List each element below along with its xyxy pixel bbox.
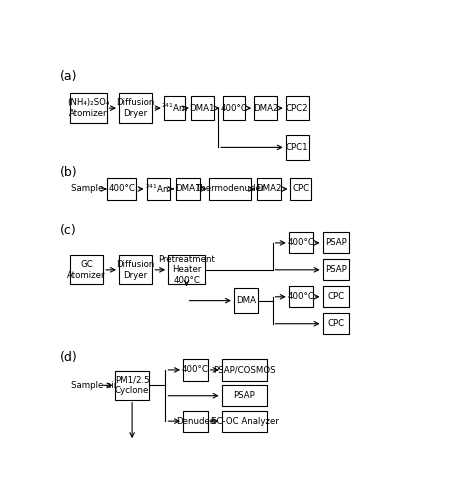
Text: Pretreatment
Heater
400°C: Pretreatment Heater 400°C <box>158 255 215 284</box>
Text: PSAP: PSAP <box>325 238 347 248</box>
Text: CPC: CPC <box>327 319 344 328</box>
Text: Sample air: Sample air <box>71 381 117 390</box>
FancyBboxPatch shape <box>289 286 313 308</box>
Text: 400°C: 400°C <box>182 366 209 374</box>
FancyBboxPatch shape <box>323 232 349 254</box>
FancyBboxPatch shape <box>106 178 136 200</box>
FancyBboxPatch shape <box>146 178 170 200</box>
FancyBboxPatch shape <box>323 259 349 280</box>
FancyBboxPatch shape <box>286 96 308 120</box>
Text: (c): (c) <box>60 224 77 236</box>
Text: 400°C: 400°C <box>287 292 314 302</box>
Text: CPC2: CPC2 <box>286 104 308 112</box>
Text: CPC1: CPC1 <box>286 143 308 152</box>
FancyBboxPatch shape <box>286 136 308 160</box>
Text: Diffusion
Dryer: Diffusion Dryer <box>116 260 155 280</box>
Text: DMA: DMA <box>236 296 256 305</box>
Text: Thermodenuder: Thermodenuder <box>196 184 265 194</box>
FancyBboxPatch shape <box>209 178 251 200</box>
Text: Diffusion
Dryer: Diffusion Dryer <box>116 98 155 118</box>
Text: CPC: CPC <box>292 184 309 194</box>
Text: 400°C: 400°C <box>108 184 135 194</box>
FancyBboxPatch shape <box>176 178 200 200</box>
Text: PSAP/COSMOS: PSAP/COSMOS <box>213 366 276 374</box>
FancyBboxPatch shape <box>222 410 267 432</box>
FancyBboxPatch shape <box>116 371 149 400</box>
Text: Sample air: Sample air <box>71 184 117 194</box>
FancyBboxPatch shape <box>119 256 152 284</box>
FancyBboxPatch shape <box>164 96 185 120</box>
FancyBboxPatch shape <box>168 256 205 284</box>
Text: DMA2: DMA2 <box>256 184 282 194</box>
FancyBboxPatch shape <box>290 178 311 200</box>
FancyBboxPatch shape <box>257 178 281 200</box>
Text: DMA1: DMA1 <box>175 184 201 194</box>
FancyBboxPatch shape <box>234 288 259 313</box>
FancyBboxPatch shape <box>254 96 277 120</box>
Text: (d): (d) <box>60 350 78 364</box>
Text: 400°C: 400°C <box>221 104 247 112</box>
FancyBboxPatch shape <box>289 232 313 254</box>
FancyBboxPatch shape <box>222 96 246 120</box>
Text: DMA2: DMA2 <box>253 104 278 112</box>
FancyBboxPatch shape <box>119 93 152 123</box>
Text: PSAP: PSAP <box>325 266 347 274</box>
Text: $^{241}$Am: $^{241}$Am <box>160 102 188 115</box>
Text: EC-OC Analyzer: EC-OC Analyzer <box>211 416 279 426</box>
Text: $^{241}$Am: $^{241}$Am <box>145 183 172 195</box>
Text: 400°C: 400°C <box>287 238 314 248</box>
Text: DMA1: DMA1 <box>189 104 215 112</box>
FancyBboxPatch shape <box>70 93 106 123</box>
Text: GC
Atomizer: GC Atomizer <box>67 260 106 280</box>
FancyBboxPatch shape <box>183 360 207 380</box>
Text: CPC: CPC <box>327 292 344 302</box>
FancyBboxPatch shape <box>191 96 214 120</box>
Text: Denuder: Denuder <box>177 416 214 426</box>
FancyBboxPatch shape <box>323 313 349 334</box>
Text: (b): (b) <box>60 166 78 179</box>
Text: PSAP: PSAP <box>234 391 255 400</box>
Text: PM1/2.5
Cyclone: PM1/2.5 Cyclone <box>115 376 149 395</box>
FancyBboxPatch shape <box>222 385 267 406</box>
Text: (a): (a) <box>60 70 77 82</box>
FancyBboxPatch shape <box>183 410 207 432</box>
Text: (NH₄)₂SO₄
Atomizer: (NH₄)₂SO₄ Atomizer <box>67 98 110 118</box>
FancyBboxPatch shape <box>323 286 349 308</box>
FancyBboxPatch shape <box>70 256 103 284</box>
FancyBboxPatch shape <box>222 360 267 380</box>
